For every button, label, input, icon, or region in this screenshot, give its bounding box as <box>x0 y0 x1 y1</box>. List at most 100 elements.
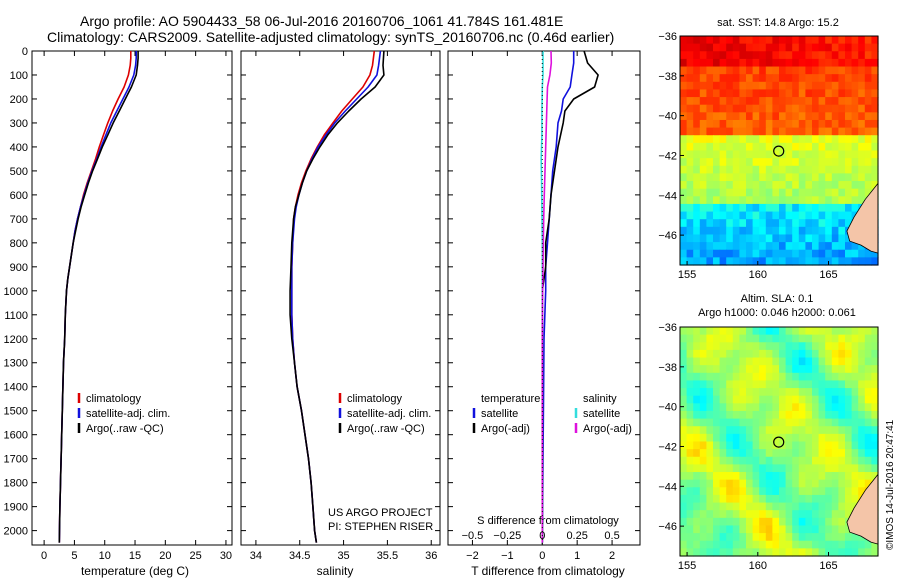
sst-map-cell <box>864 81 872 91</box>
sst-map-cell <box>680 66 688 75</box>
sla-map-cell <box>759 403 767 412</box>
sla-map-cell <box>693 548 701 557</box>
sla-map-cell <box>732 540 740 549</box>
sst-map-cell <box>726 104 734 113</box>
sla-map-cell <box>706 426 714 435</box>
sst-map-cell <box>851 112 859 121</box>
sst-map-cell <box>752 127 760 136</box>
sst-map-cell <box>706 173 714 182</box>
sla-map-cell <box>759 540 767 549</box>
sst-map-cell <box>864 165 872 174</box>
sst-map-cell <box>746 158 754 167</box>
sst-map-cell <box>825 142 833 152</box>
sla-map-cell <box>805 502 813 511</box>
sla-map-cell <box>719 540 727 549</box>
sst-map-cell <box>871 249 879 258</box>
sla-map-cell <box>818 502 826 511</box>
sst-map-cell <box>831 36 839 45</box>
sst-map-cell <box>693 150 701 159</box>
sla-map-cell <box>831 494 839 504</box>
sla-map-cell <box>825 327 833 336</box>
sst-map-cell <box>798 51 806 60</box>
sla-map-cell <box>798 456 806 465</box>
sla-map-cell <box>719 372 727 382</box>
sst-map-cell <box>739 249 747 258</box>
sst-map-cell <box>746 165 754 174</box>
sst-map-cell <box>785 211 793 220</box>
sst-map-cell <box>838 150 846 159</box>
sla-map-cell <box>699 472 707 481</box>
sst-map-cell <box>699 81 707 91</box>
sla-map-cell <box>792 487 800 496</box>
sla-map-cell <box>851 472 859 481</box>
sst-map-cell <box>825 150 833 159</box>
sst-map-cell <box>779 158 787 167</box>
sla-map-cell <box>752 395 760 404</box>
sst-map-cell <box>732 81 740 91</box>
sla-map-cell <box>798 410 806 420</box>
sst-map-cell <box>812 51 820 60</box>
sla-map-cell <box>693 487 701 496</box>
sst-map-cell <box>732 203 740 213</box>
sst-map-cell <box>752 142 760 152</box>
sst-map-cell <box>739 196 747 205</box>
sst-map-cell <box>838 81 846 91</box>
sst-map-cell <box>726 142 734 152</box>
sst-map-cell <box>713 188 721 197</box>
sla-map-cell <box>792 464 800 473</box>
sst-map-cell <box>825 74 833 83</box>
sst-map-cell <box>851 104 859 113</box>
sst-map-cell <box>772 74 780 83</box>
sla-map-cell <box>805 479 813 488</box>
sla-map-cell <box>686 502 694 511</box>
sla-map-cell <box>864 426 872 435</box>
sla-map-cell <box>699 510 707 519</box>
sla-map-cell <box>831 548 839 557</box>
sst-map-cell <box>765 257 773 266</box>
sst-map-cell <box>792 127 800 136</box>
sla-map-cell <box>845 349 853 359</box>
sst-map-cell <box>812 66 820 75</box>
sla-map-cell <box>772 372 780 382</box>
sst-map-cell <box>864 249 872 258</box>
sla-map-cell <box>851 395 859 404</box>
sla-map-cell <box>719 334 727 343</box>
sla-map-cell <box>864 395 872 404</box>
sst-map-cell <box>785 188 793 197</box>
sla-map-cell <box>746 349 754 359</box>
sst-map-cell <box>759 150 767 159</box>
sst-map-cell <box>792 173 800 182</box>
sst-map-cell <box>752 219 760 228</box>
sst-map-cell <box>838 66 846 75</box>
sst-map-cell <box>864 89 872 98</box>
sst-map-cell <box>845 242 853 251</box>
sla-map-cell <box>858 472 866 481</box>
sst-map-cell <box>693 226 701 236</box>
sla-map-cell <box>792 456 800 465</box>
sla-map-cell <box>779 533 787 542</box>
sst-map-cell <box>752 89 760 98</box>
sst-map-cell <box>818 36 826 45</box>
sla-map-cell <box>772 395 780 404</box>
sst-map-cell <box>792 165 800 174</box>
sla-map-cell <box>752 464 760 473</box>
sla-map-cell <box>752 327 760 336</box>
sst-map-cell <box>713 142 721 152</box>
sst-map-cell <box>759 188 767 197</box>
sst-map-cell <box>831 112 839 121</box>
sst-map-cell <box>726 127 734 136</box>
sst-map-cell <box>831 257 839 266</box>
sla-map-cell <box>759 449 767 458</box>
sst-map-cell <box>686 181 694 190</box>
sst-map-cell <box>858 165 866 174</box>
sla-map-cell <box>752 380 760 389</box>
sla-map-cell <box>680 487 688 496</box>
sst-map-cell <box>680 58 688 68</box>
sla-map-cell <box>812 426 820 435</box>
sla-map-cell <box>871 548 879 557</box>
sla-map-cell <box>732 502 740 511</box>
sla-map-cell <box>838 410 846 420</box>
sla-map-cell <box>851 540 859 549</box>
sla-map-cell <box>765 334 773 343</box>
sla-map-cell <box>812 357 820 366</box>
